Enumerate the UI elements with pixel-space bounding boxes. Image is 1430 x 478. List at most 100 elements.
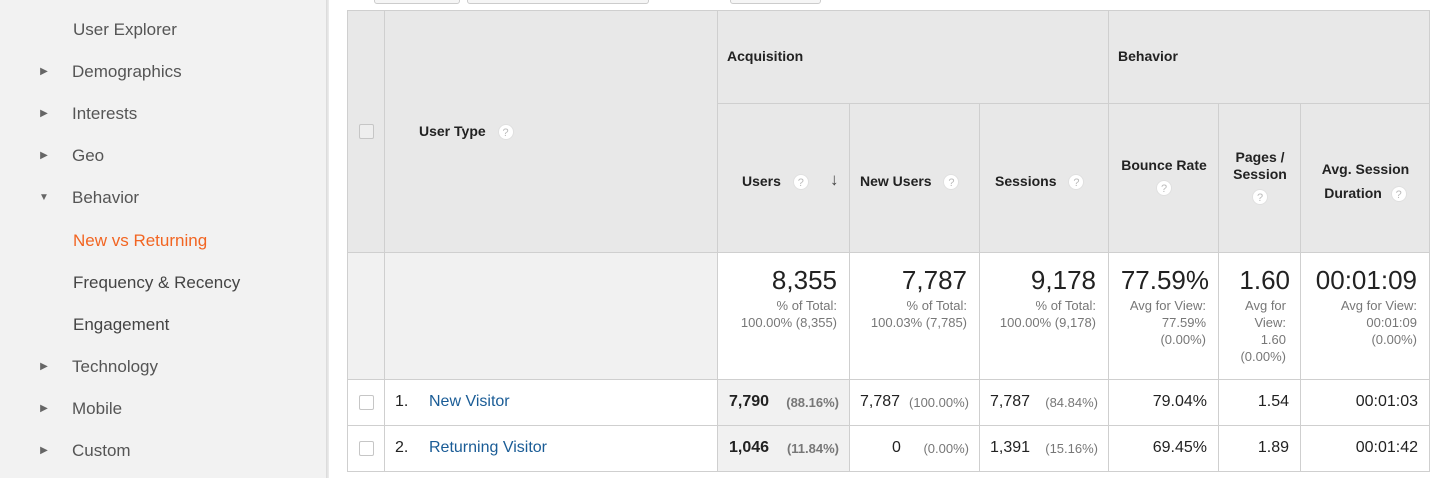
column-header-new-users[interactable]: New Users ? [850,104,980,253]
totals-new-users: 7,787 % of Total: 100.03% (7,785) [850,253,980,380]
sidebar: User Explorer ▶ Demographics ▶ Interests… [0,0,326,478]
help-icon[interactable]: ? [1068,174,1085,191]
expand-triangle-icon: ▶ [40,361,48,372]
acquisition-group-label: Acquisition [727,48,804,64]
pages-session-cell: 1.54 [1219,380,1301,426]
row-link-new-visitor[interactable]: New Visitor [429,393,510,410]
help-icon[interactable]: ? [497,124,514,141]
toolbar-button[interactable] [374,0,460,4]
column-header-label: Pages / [1235,149,1285,165]
help-icon[interactable]: ? [792,174,809,191]
totals-avg-session-duration: 00:01:09 Avg for View: 00:01:09 (0.00%) [1301,253,1430,380]
total-caption: (0.00%) [1240,349,1286,364]
sidebar-item-custom[interactable]: ▶ Custom [0,436,326,466]
sidebar-item-label: Custom [72,441,131,460]
sidebar-item-technology[interactable]: ▶ Technology [0,352,326,382]
cell-percent: (0.00%) [923,441,969,456]
total-caption: Avg for [1245,298,1286,313]
select-all-checkbox[interactable] [359,124,374,139]
cell-value: 1,046 [729,439,770,456]
totals-pages-session: 1.60 Avg for View: 1.60 (0.00%) [1219,253,1301,380]
row-link-returning-visitor[interactable]: Returning Visitor [429,439,547,456]
cell-value: 1.89 [1257,439,1289,456]
toolbar-dropdown[interactable] [467,0,649,4]
header-checkbox-cell [347,10,385,253]
total-caption: Avg for View: [1340,298,1417,313]
cell-value: 7,787 [990,393,1031,410]
sidebar-item-behavior[interactable]: ▼ Behavior [0,183,326,213]
behavior-group-header: Behavior [1109,10,1430,104]
column-header-label: Sessions [995,173,1057,189]
total-caption: 100.00% (9,178) [999,315,1096,330]
cell-percent: (11.84%) [786,441,839,456]
help-icon[interactable]: ? [1156,180,1172,197]
sidebar-item-label: Frequency & Recency [73,273,241,292]
toolbar-button[interactable] [730,0,821,4]
total-caption: 100.00% (8,355) [740,315,837,330]
help-icon[interactable]: ? [1390,186,1407,203]
table-row [347,426,385,472]
sidebar-item-geo[interactable]: ▶ Geo [0,141,326,171]
total-value: 9,178 [1030,265,1096,295]
sidebar-item-user-explorer[interactable]: User Explorer [0,15,326,45]
sidebar-item-label: User Explorer [73,20,177,39]
row-checkbox[interactable] [359,441,374,456]
column-header-pages-session[interactable]: Pages / Session ? [1219,104,1301,253]
sidebar-item-demographics[interactable]: ▶ Demographics [0,57,326,87]
total-caption: 100.03% (7,785) [870,315,967,330]
report-table: User Type ? Acquisition Behavior Users ?… [347,10,1430,478]
sidebar-item-label: New vs Returning [73,231,208,250]
column-header-avg-session-duration[interactable]: Avg. Session Duration ? [1301,104,1430,253]
row-checkbox[interactable] [359,395,374,410]
sidebar-item-label: Mobile [72,399,123,418]
expand-triangle-icon: ▶ [40,66,48,77]
total-value: 77.59% [1120,265,1209,295]
column-header-label: Bounce Rate [1121,157,1207,173]
sessions-cell: 1,391 (15.16%) [980,426,1109,472]
column-header-label: New Users [860,173,932,189]
cell-percent: (100.00%) [909,395,969,410]
total-caption: % of Total: [906,298,967,313]
sidebar-item-engagement[interactable]: Engagement [0,310,326,340]
sidebar-item-new-vs-returning[interactable]: New vs Returning [0,226,326,256]
dimension-header-label: User Type [419,123,486,139]
totals-users: 8,355 % of Total: 100.00% (8,355) [718,253,850,380]
help-icon[interactable]: ? [943,174,960,191]
totals-sessions: 9,178 % of Total: 100.00% (9,178) [980,253,1109,380]
total-caption: % of Total: [776,298,837,313]
cell-value: 7,790 [729,393,770,410]
column-header-sessions[interactable]: Sessions ? [980,104,1109,253]
total-value: 00:01:09 [1315,265,1417,295]
sidebar-item-frequency-recency[interactable]: Frequency & Recency [0,268,326,298]
totals-dimension-cell [385,253,718,380]
cell-percent: (84.84%) [1045,395,1098,410]
total-value: 7,787 [901,265,967,295]
expand-triangle-icon: ▶ [40,108,48,119]
column-header-users[interactable]: Users ? ↓ [718,104,850,253]
sidebar-item-label: Engagement [73,315,170,334]
expand-triangle-icon: ▶ [40,445,48,456]
help-icon[interactable]: ? [1252,189,1268,206]
avg-session-cell: 00:01:42 [1301,426,1430,472]
total-caption: (0.00%) [1371,332,1417,347]
dimension-cell: 1. New Visitor [385,380,718,426]
table-row [347,380,385,426]
dimension-header[interactable]: User Type ? [385,10,718,253]
bounce-rate-cell: 69.45% [1109,426,1219,472]
users-cell: 7,790 (88.16%) [718,380,850,426]
totals-bounce-rate: 77.59% Avg for View: 77.59% (0.00%) [1109,253,1219,380]
column-header-label: Duration [1324,185,1382,201]
cell-value: 1.54 [1257,393,1289,410]
cell-value: 0 [892,439,901,456]
cell-value: 7,787 [860,393,901,410]
acquisition-group-header: Acquisition [718,10,1109,104]
sidebar-item-mobile[interactable]: ▶ Mobile [0,394,326,424]
sort-descending-icon[interactable]: ↓ [830,170,839,189]
cell-percent: (15.16%) [1045,441,1098,456]
sidebar-item-label: Behavior [72,188,140,207]
expand-triangle-icon: ▶ [40,403,48,414]
total-caption: % of Total: [1035,298,1096,313]
total-value: 1.60 [1239,265,1290,295]
sidebar-item-interests[interactable]: ▶ Interests [0,99,326,129]
column-header-bounce-rate[interactable]: Bounce Rate ? [1109,104,1219,253]
